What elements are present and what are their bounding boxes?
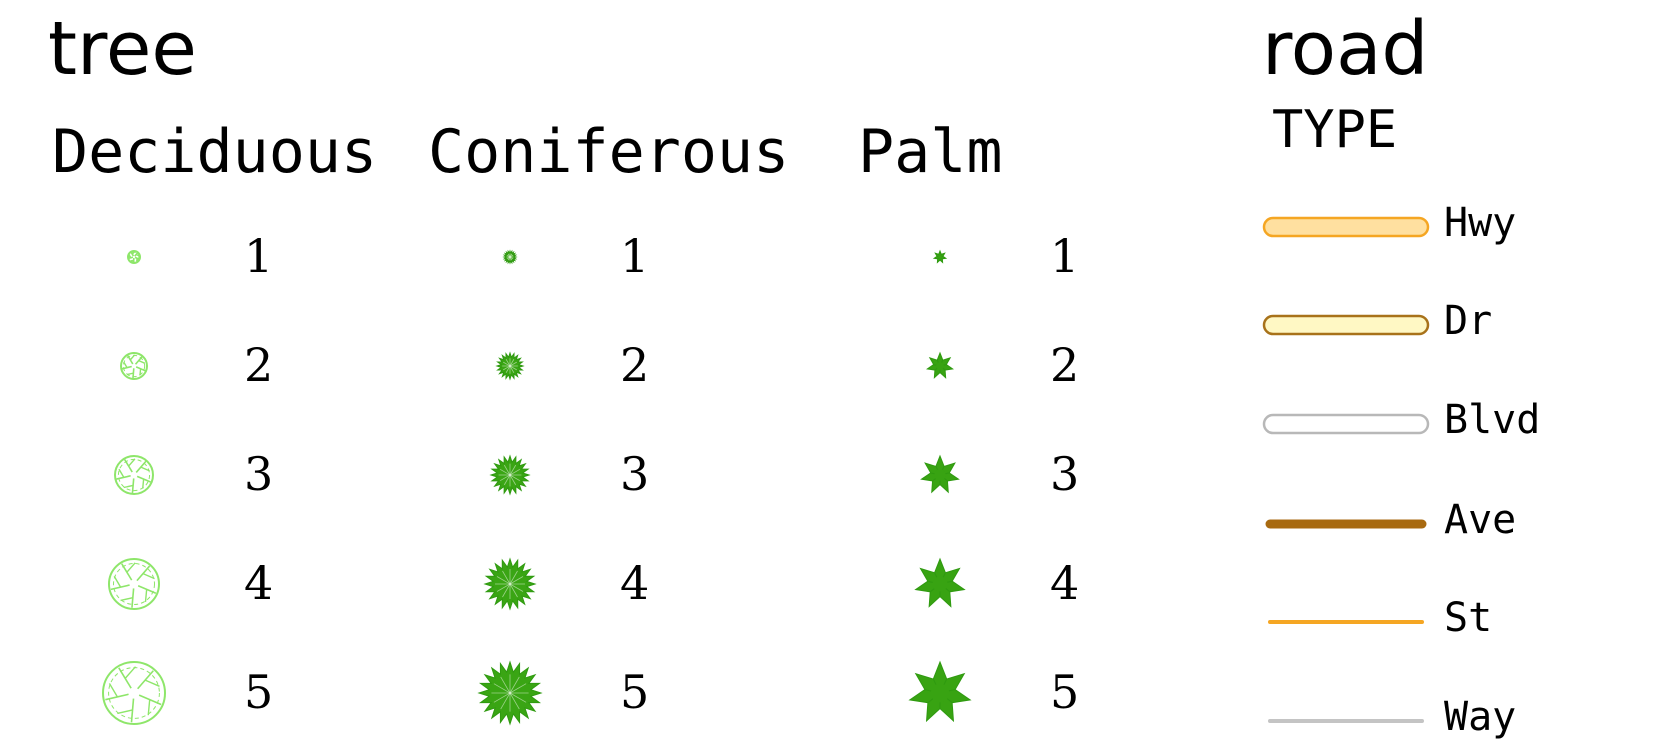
coniferous-class-label-4: 4 xyxy=(620,556,650,610)
road-type-field: TYPE xyxy=(1272,100,1398,160)
road-type-label-hwy: Hwy xyxy=(1444,200,1517,246)
coniferous-class-label-3: 3 xyxy=(620,447,650,501)
road-section-title: road xyxy=(1262,6,1429,92)
deciduous-class-label-2: 2 xyxy=(244,338,274,392)
tree-column-header-deciduous: Deciduous xyxy=(52,117,378,187)
road-type-label-blvd: Blvd xyxy=(1444,397,1541,443)
coniferous-class-label-5: 5 xyxy=(620,665,650,719)
palm-class-label-2: 2 xyxy=(1050,338,1080,392)
palm-class-label-3: 3 xyxy=(1050,447,1080,501)
deciduous-class-label-5: 5 xyxy=(244,665,274,719)
tree-column-header-palm: Palm xyxy=(858,117,1003,187)
palm-class-label-4: 4 xyxy=(1050,556,1080,610)
deciduous-class-label-3: 3 xyxy=(244,447,274,501)
deciduous-class-label-4: 4 xyxy=(244,556,274,610)
tree-column-header-coniferous: Coniferous xyxy=(428,117,790,187)
road-type-label-way: Way xyxy=(1444,694,1517,740)
road-type-label-dr: Dr xyxy=(1444,298,1493,344)
coniferous-class-label-1: 1 xyxy=(620,229,650,283)
road-type-label-st: St xyxy=(1444,595,1493,641)
road-type-label-ave: Ave xyxy=(1444,497,1517,543)
coniferous-class-label-2: 2 xyxy=(620,338,650,392)
tree-section-title: tree xyxy=(48,6,197,92)
palm-class-label-5: 5 xyxy=(1050,665,1080,719)
palm-class-label-1: 1 xyxy=(1050,229,1080,283)
deciduous-class-label-1: 1 xyxy=(244,229,274,283)
